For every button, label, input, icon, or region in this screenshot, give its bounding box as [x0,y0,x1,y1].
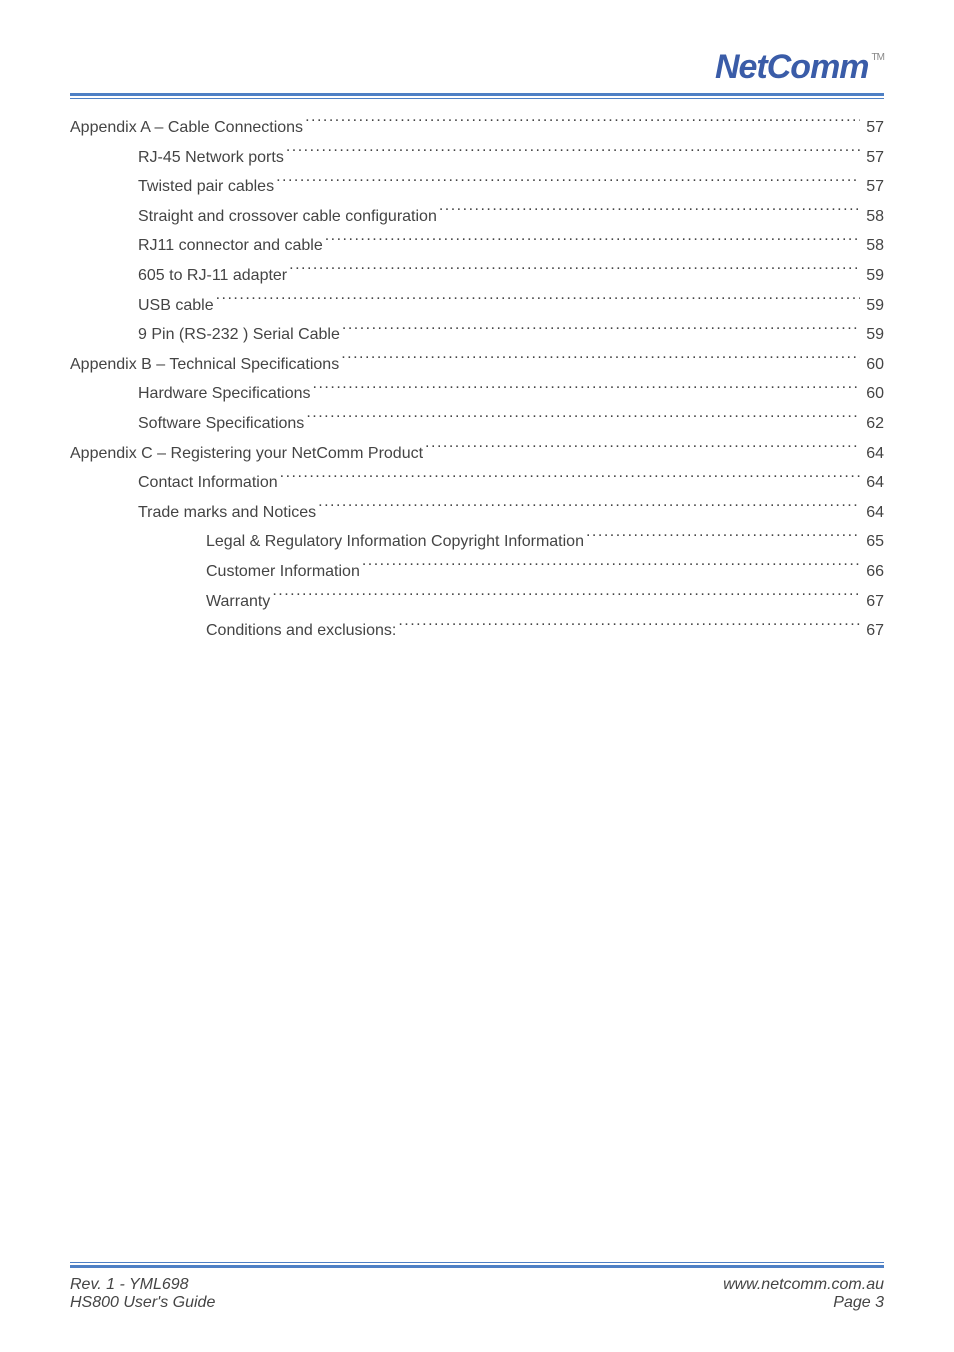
toc-leader [398,619,860,635]
header: NetComm TM [70,48,884,87]
toc-page: 59 [862,261,884,291]
toc-page: 59 [862,320,884,350]
toc-leader [341,353,860,369]
toc-row: Contact Information 64 [70,468,884,498]
toc-label: Appendix C – Registering your NetComm Pr… [70,439,423,469]
toc-label: RJ-45 Network ports [138,143,284,173]
footer-left: Rev. 1 - YML698 HS800 User's Guide [70,1276,215,1312]
header-rule [70,93,884,99]
toc-leader [586,530,860,546]
toc-row: RJ11 connector and cable 58 [70,231,884,261]
toc-row: Software Specifications 62 [70,409,884,439]
footer-page: Page 3 [723,1294,884,1312]
toc-leader [318,501,860,517]
toc-leader [325,234,860,250]
toc-row: Appendix B – Technical Specifications 60 [70,350,884,380]
toc-label: Customer Information [206,557,360,587]
toc-label: USB cable [138,291,214,321]
footer: Rev. 1 - YML698 HS800 User's Guide www.n… [70,1262,884,1312]
footer-title: HS800 User's Guide [70,1294,215,1312]
toc-label: Appendix B – Technical Specifications [70,350,339,380]
toc-leader [439,205,860,221]
toc-row: Trade marks and Notices 64 [70,498,884,528]
toc-row: 605 to RJ-11 adapter 59 [70,261,884,291]
toc-leader [362,560,860,576]
toc-row: Conditions and exclusions: 67 [70,616,884,646]
toc-leader [342,323,860,339]
toc-row: 9 Pin (RS-232 ) Serial Cable 59 [70,320,884,350]
toc-page: 67 [862,587,884,617]
toc-label: 9 Pin (RS-232 ) Serial Cable [138,320,340,350]
toc-row: Hardware Specifications 60 [70,379,884,409]
table-of-contents: Appendix A – Cable Connections57RJ-45 Ne… [70,113,884,646]
toc-page: 64 [862,439,884,469]
toc-leader [306,412,860,428]
toc-label: Legal & Regulatory Information Copyright… [206,527,584,557]
footer-row: Rev. 1 - YML698 HS800 User's Guide www.n… [70,1276,884,1312]
toc-row: Customer Information 66 [70,557,884,587]
toc-label: Hardware Specifications [138,379,311,409]
footer-right: www.netcomm.com.au Page 3 [723,1276,884,1312]
toc-page: 64 [862,498,884,528]
toc-row: Straight and crossover cable configurati… [70,202,884,232]
toc-page: 64 [862,468,884,498]
toc-leader [289,264,860,280]
toc-row: Warranty 67 [70,587,884,617]
toc-page: 57 [862,172,884,202]
toc-page: 58 [862,202,884,232]
toc-page: 58 [862,231,884,261]
footer-rule [70,1262,884,1268]
page: NetComm TM Appendix A – Cable Connection… [0,0,954,1352]
toc-row: Legal & Regulatory Information Copyright… [70,527,884,557]
toc-label: RJ11 connector and cable [138,231,323,261]
toc-row: Appendix A – Cable Connections 57 [70,113,884,143]
toc-label: 605 to RJ-11 adapter [138,261,287,291]
toc-page: 57 [862,113,884,143]
toc-leader [286,146,860,162]
toc-page: 67 [862,616,884,646]
toc-label: Warranty [206,587,270,617]
footer-rev: Rev. 1 - YML698 [70,1276,215,1294]
brand-name: NetComm [715,48,869,87]
toc-page: 60 [862,379,884,409]
toc-row: USB cable 59 [70,291,884,321]
toc-leader [272,590,860,606]
toc-page: 57 [862,143,884,173]
toc-page: 59 [862,291,884,321]
toc-leader [425,442,860,458]
toc-leader [216,294,861,310]
toc-page: 66 [862,557,884,587]
footer-url: www.netcomm.com.au [723,1276,884,1294]
toc-leader [280,471,861,487]
toc-row: RJ-45 Network ports 57 [70,143,884,173]
toc-leader [276,175,860,191]
toc-row: Appendix C – Registering your NetComm Pr… [70,439,884,469]
toc-label: Appendix A – Cable Connections [70,113,303,143]
toc-leader [313,382,861,398]
toc-label: Software Specifications [138,409,304,439]
toc-page: 65 [862,527,884,557]
toc-label: Trade marks and Notices [138,498,316,528]
toc-label: Conditions and exclusions: [206,616,396,646]
brand-logo: NetComm TM [715,48,884,87]
toc-label: Contact Information [138,468,278,498]
toc-page: 62 [862,409,884,439]
toc-page: 60 [862,350,884,380]
brand-tm: TM [872,52,884,63]
toc-label: Straight and crossover cable configurati… [138,202,437,232]
toc-leader [305,116,860,132]
toc-row: Twisted pair cables 57 [70,172,884,202]
toc-label: Twisted pair cables [138,172,274,202]
